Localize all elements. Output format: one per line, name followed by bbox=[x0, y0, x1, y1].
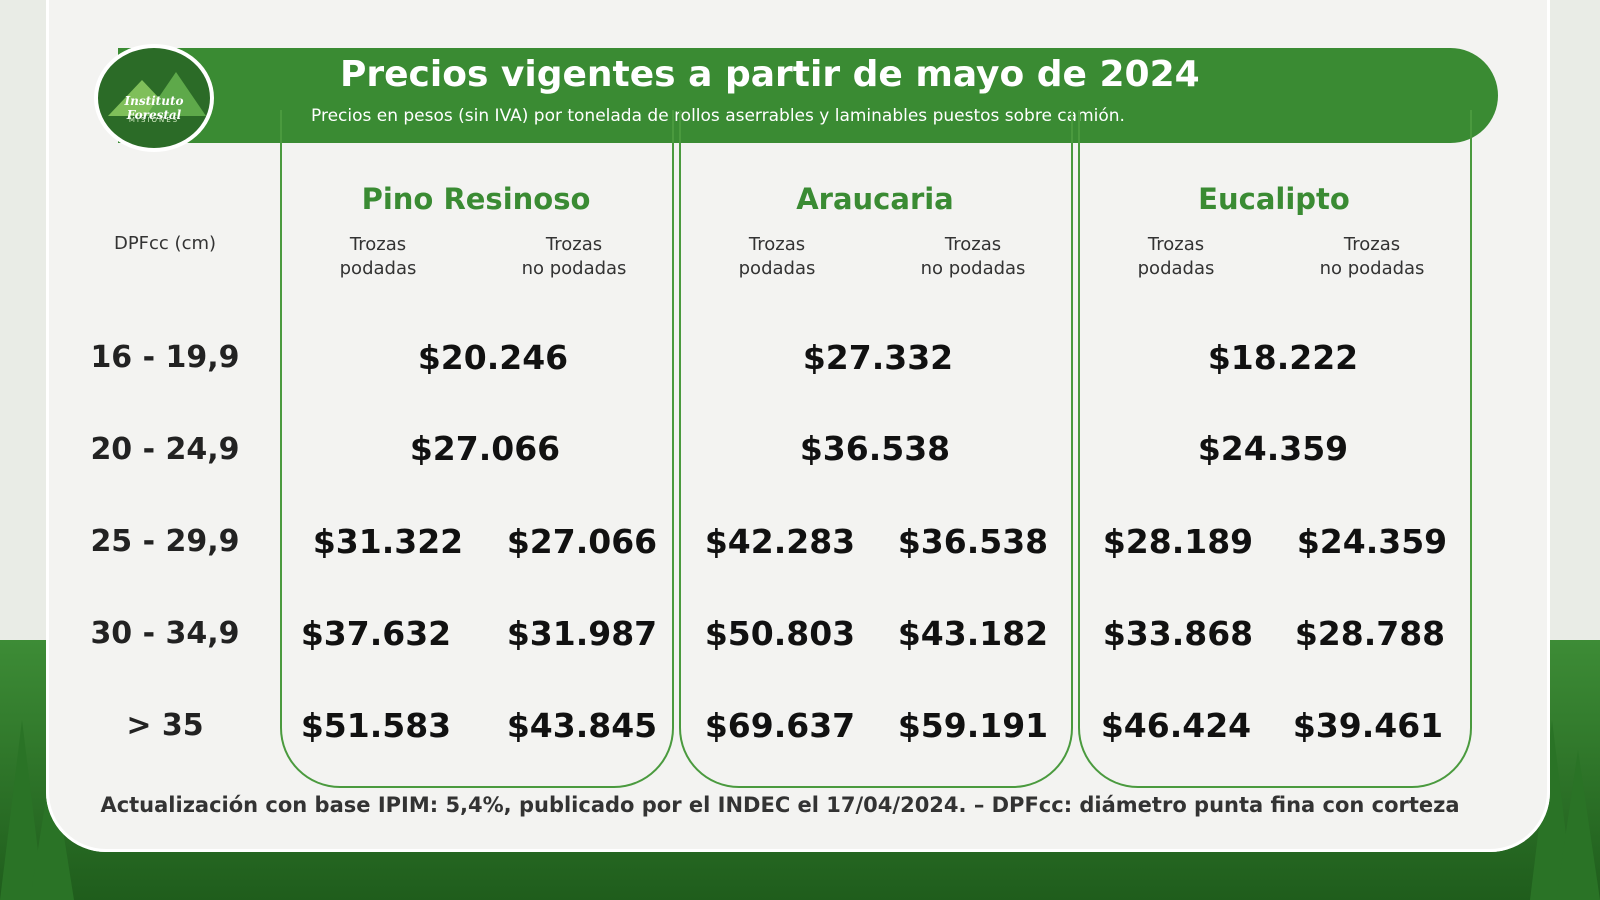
logo: Instituto Forestal MISIONES bbox=[94, 44, 214, 152]
price-cell: $28.788 bbox=[1294, 614, 1446, 653]
logo-mountain-icon bbox=[146, 72, 206, 116]
tree-shape bbox=[1556, 750, 1600, 900]
species-header: Eucalipto bbox=[1198, 182, 1350, 216]
price-cell: $27.066 bbox=[409, 429, 561, 468]
price-cell: $24.359 bbox=[1197, 429, 1349, 468]
range-label: 25 - 29,9 bbox=[90, 524, 240, 559]
sub-header: Trozas podadas bbox=[738, 234, 816, 279]
price-cell: $27.066 bbox=[506, 522, 658, 561]
price-cell: $51.583 bbox=[300, 706, 452, 745]
column-frame-eucalipto bbox=[1078, 110, 1472, 788]
price-cell: $18.222 bbox=[1207, 338, 1359, 377]
species-header: Pino Resinoso bbox=[361, 182, 591, 216]
species-header: Araucaria bbox=[796, 182, 954, 216]
sub-header: Trozas no podadas bbox=[920, 234, 1026, 279]
price-cell: $28.189 bbox=[1102, 522, 1254, 561]
price-cell: $46.424 bbox=[1100, 706, 1252, 745]
price-cell: $43.182 bbox=[897, 614, 1049, 653]
range-label: 20 - 24,9 bbox=[90, 432, 240, 467]
footer-note: Actualización con base IPIM: 5,4%, publi… bbox=[100, 793, 1460, 817]
price-cell: $31.322 bbox=[312, 522, 464, 561]
price-cell: $36.538 bbox=[897, 522, 1049, 561]
price-cell: $24.359 bbox=[1296, 522, 1448, 561]
range-label: > 35 bbox=[126, 708, 204, 743]
dpf-column-header: DPFcc (cm) bbox=[113, 233, 217, 254]
price-cell: $42.283 bbox=[704, 522, 856, 561]
price-cell: $20.246 bbox=[417, 338, 569, 377]
price-cell: $27.332 bbox=[802, 338, 954, 377]
price-cell: $69.637 bbox=[704, 706, 856, 745]
price-cell: $33.868 bbox=[1102, 614, 1254, 653]
logo-subtext: MISIONES bbox=[128, 116, 180, 124]
range-label: 16 - 19,9 bbox=[90, 340, 240, 375]
price-cell: $36.538 bbox=[799, 429, 951, 468]
column-frame-araucaria bbox=[679, 110, 1073, 788]
column-frame-pino bbox=[280, 110, 674, 788]
header-banner bbox=[118, 48, 1498, 143]
price-cell: $31.987 bbox=[506, 614, 658, 653]
price-cell: $37.632 bbox=[300, 614, 452, 653]
range-label: 30 - 34,9 bbox=[90, 616, 240, 651]
price-cell: $59.191 bbox=[897, 706, 1049, 745]
sub-header: Trozas no podadas bbox=[521, 234, 627, 279]
logo-text: Instituto Forestal bbox=[124, 94, 184, 122]
price-cell: $39.461 bbox=[1292, 706, 1444, 745]
price-cell: $43.845 bbox=[506, 706, 658, 745]
sub-header: Trozas no podadas bbox=[1319, 234, 1425, 279]
page-title: Precios vigentes a partir de mayo de 202… bbox=[340, 54, 1200, 95]
sub-header: Trozas podadas bbox=[339, 234, 417, 279]
sub-header: Trozas podadas bbox=[1137, 234, 1215, 279]
price-cell: $50.803 bbox=[704, 614, 856, 653]
